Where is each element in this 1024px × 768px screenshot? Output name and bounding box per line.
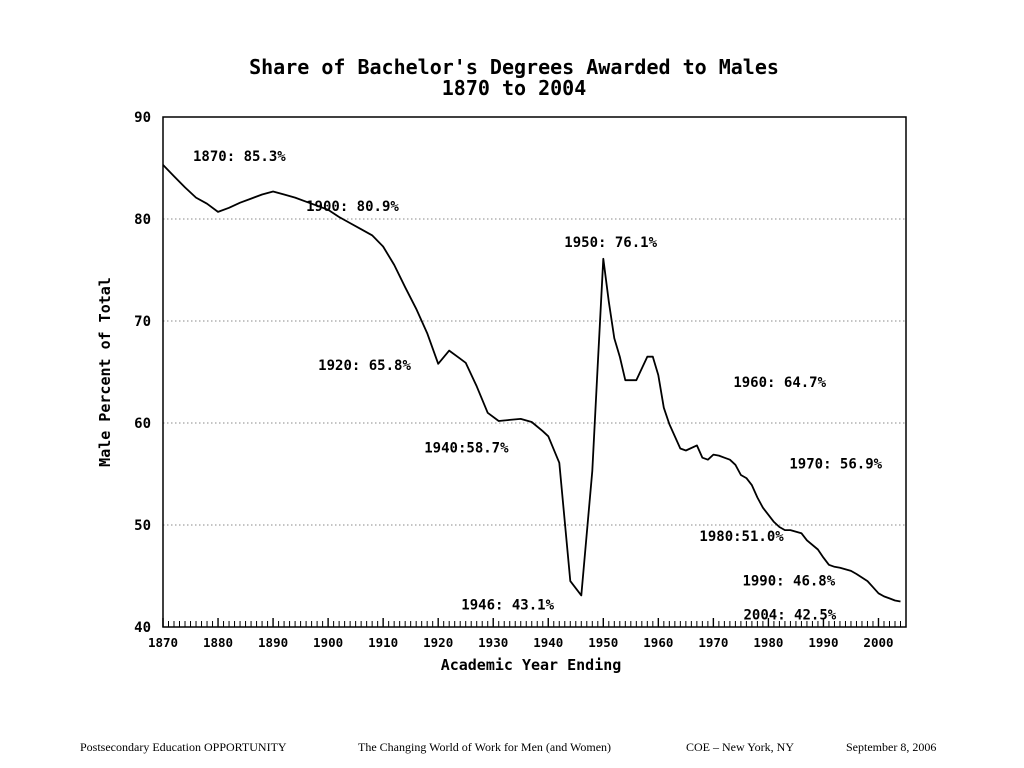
plot-frame (162, 116, 907, 628)
x-tick-label: 1950 (588, 635, 618, 650)
data-label: 1960: 64.7% (733, 375, 826, 391)
y-tick-label: 60 (134, 416, 151, 432)
data-label: 1970: 56.9% (789, 457, 882, 473)
x-tick-label: 1920 (423, 635, 453, 650)
y-tick-label: 70 (134, 314, 151, 330)
annotations: 1870: 85.3% 1900: 80.9% 1950: 76.1% 1920: 6… (193, 149, 883, 624)
y-tick-label: 90 (134, 110, 151, 126)
x-tick-label: 2000 (863, 635, 893, 650)
data-label: 1950: 76.1% (564, 235, 657, 251)
y-tick-label: 80 (134, 212, 151, 228)
x-tick-label: 1990 (808, 635, 838, 650)
chart-title: Share of Bachelor's Degrees Awarded to M… (249, 55, 779, 79)
chart-subtitle: 1870 to 2004 (442, 76, 587, 100)
x-tick-label: 1870 (148, 635, 178, 650)
data-label: 1990: 46.8% (742, 574, 835, 590)
data-label: 1920: 65.8% (318, 358, 411, 374)
data-label: 2004: 42.5% (743, 608, 836, 624)
x-tick-label: 1940 (533, 635, 563, 650)
footer-date: September 8, 2006 (846, 740, 937, 754)
series-layer (162, 164, 901, 603)
x-tick-label: 1930 (478, 635, 508, 650)
x-tick-label: 1970 (698, 635, 728, 650)
y-axis-label: Male Percent of Total (96, 277, 114, 467)
footer: Postsecondary Education OPPORTUNITY The … (0, 740, 1024, 760)
gridlines (163, 218, 906, 526)
x-axis-label: Academic Year Ending (441, 656, 622, 674)
x-tick-label: 1900 (313, 635, 343, 650)
x-tick-label: 1980 (753, 635, 783, 650)
x-tick-label: 1880 (203, 635, 233, 650)
data-label: 1870: 85.3% (193, 149, 286, 165)
data-label: 1940:58.7% (424, 440, 509, 456)
footer-talk-title: The Changing World of Work for Men (and … (358, 740, 612, 754)
data-label: 1900: 80.9% (306, 199, 399, 215)
data-label: 1946: 43.1% (461, 597, 554, 613)
x-tick-label: 1890 (258, 635, 288, 650)
data-label: 1980:51.0% (699, 529, 784, 545)
footer-publication: Postsecondary Education OPPORTUNITY (80, 740, 287, 754)
x-tick-label: 1910 (368, 635, 398, 650)
y-tick-label: 50 (134, 518, 151, 534)
y-tick-label: 40 (134, 620, 151, 636)
x-tick-label: 1960 (643, 635, 673, 650)
footer-location: COE – New York, NY (686, 740, 795, 754)
y-axis: 40 50 60 70 80 90 (134, 110, 151, 636)
x-axis: 1870 1880 1890 1900 1910 1920 1930 1940 1950 1960… (148, 618, 907, 650)
series-line (162, 164, 901, 603)
